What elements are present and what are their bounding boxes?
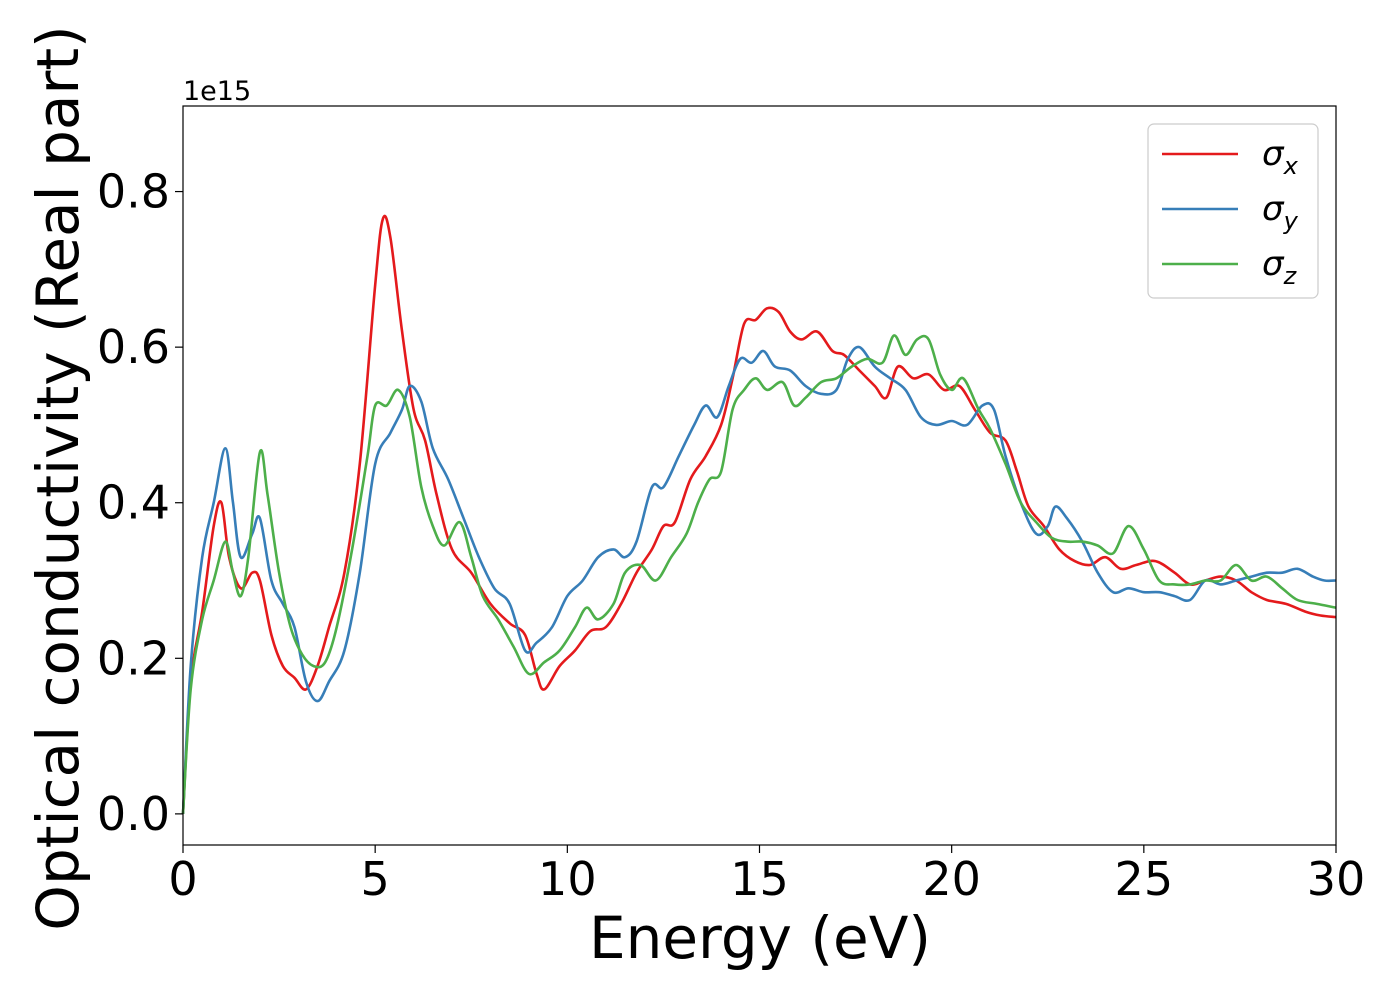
- y-tick-label: 0.0: [97, 787, 170, 841]
- y-tick-label: 0.6: [97, 320, 170, 374]
- x-axis-label: Energy (eV): [589, 904, 931, 972]
- y-axis-label: Optical conductivity (Real part): [24, 25, 92, 930]
- legend-box: [1147, 123, 1319, 299]
- x-axis-title: Energy (eV): [589, 904, 931, 972]
- legend-entry-y: σy: [1262, 189, 1299, 235]
- series-line-z: [181, 334, 1337, 814]
- y-tick-label: 0.2: [97, 631, 170, 685]
- y-tick-label: 0.8: [97, 165, 170, 219]
- legend-entry-x: σx: [1262, 134, 1299, 180]
- series-line-y: [181, 345, 1337, 814]
- series-layer: [181, 214, 1337, 814]
- legend-entry-z: σz: [1262, 244, 1298, 290]
- x-tick-label: 0: [168, 852, 197, 906]
- x-tick-label: 10: [538, 852, 597, 906]
- x-tick-label: 5: [361, 852, 390, 906]
- ticks-layer: 0 5 10 15 20 25 30 0.0 0.2 0.4 0.6 0.8: [97, 165, 1365, 906]
- legend: σx σy σz: [1147, 123, 1319, 299]
- plot-frame: [182, 105, 1337, 846]
- series-line-x: [181, 214, 1337, 814]
- x-tick-label: 30: [1307, 852, 1366, 906]
- x-tick-label: 15: [730, 852, 789, 906]
- y-tick-label: 0.4: [97, 476, 170, 530]
- y-offset-text: 1e15: [183, 76, 251, 107]
- x-tick-label: 20: [922, 852, 981, 906]
- x-tick-label: 25: [1115, 852, 1174, 906]
- y-axis-title: Optical conductivity (Real part): [24, 25, 92, 930]
